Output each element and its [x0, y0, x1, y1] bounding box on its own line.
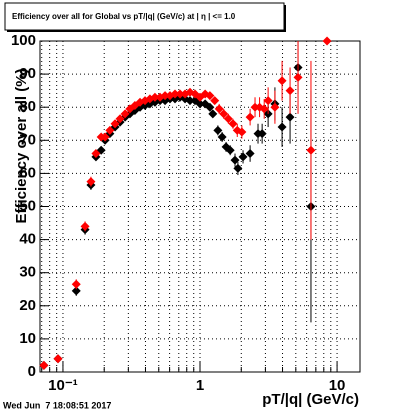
point [238, 152, 248, 162]
point [277, 122, 287, 132]
point [91, 149, 101, 159]
y-tick-label: 60 [19, 164, 36, 181]
point [259, 104, 269, 114]
point [185, 96, 195, 106]
x-axis-label: pT/|q| (GeV/c) [262, 391, 359, 408]
point [306, 145, 316, 155]
point [230, 155, 240, 165]
point [263, 96, 273, 106]
point [100, 132, 110, 142]
point [80, 221, 90, 231]
x-tick-label: 10 [329, 377, 346, 394]
point [208, 109, 218, 119]
y-tick-label: 100 [11, 32, 36, 49]
point [223, 114, 233, 124]
point [71, 279, 81, 289]
point [257, 129, 267, 139]
point [219, 109, 229, 119]
y-tick-label: 10 [19, 330, 36, 347]
point [175, 89, 185, 99]
y-tick-label: 40 [19, 231, 36, 248]
point [105, 125, 115, 135]
point [150, 92, 160, 102]
point [110, 119, 120, 129]
y-tick-label: 70 [19, 131, 36, 148]
y-tick-label: 20 [19, 297, 36, 314]
point [53, 354, 63, 364]
point [213, 125, 223, 135]
point [228, 119, 238, 129]
point [225, 145, 235, 155]
point [237, 127, 247, 137]
point [214, 104, 224, 114]
point [120, 109, 130, 119]
y-tick-label: 90 [19, 65, 36, 82]
point [71, 286, 81, 296]
y-tick-label: 50 [19, 197, 36, 214]
plot-frame [39, 40, 361, 373]
point [217, 132, 227, 142]
point [115, 114, 125, 124]
y-tick-label: 0 [28, 363, 36, 380]
point [205, 102, 215, 112]
point [39, 360, 49, 370]
point [270, 102, 280, 112]
x-tick-label: 10⁻¹ [48, 377, 78, 394]
point [245, 149, 255, 159]
point [195, 99, 205, 109]
point [322, 36, 332, 46]
y-tick-label: 30 [19, 264, 36, 281]
chart-title: Efficiency over all for Global vs pT/|q|… [12, 12, 236, 21]
point [86, 177, 96, 187]
timestamp: Wed Jun 7 18:08:51 2017 [3, 400, 111, 410]
point [293, 72, 303, 82]
point [285, 86, 295, 96]
point [285, 112, 295, 122]
point [160, 91, 170, 101]
point [210, 96, 220, 106]
y-tick-label: 80 [19, 98, 36, 115]
point [170, 89, 180, 99]
x-tick-label: 1 [196, 377, 204, 394]
y-axis-label: Efficiency over all (%) [13, 68, 30, 223]
point [277, 76, 287, 86]
point [245, 112, 255, 122]
point [233, 163, 243, 173]
title-box [4, 2, 285, 31]
point [250, 102, 260, 112]
point [205, 91, 215, 101]
